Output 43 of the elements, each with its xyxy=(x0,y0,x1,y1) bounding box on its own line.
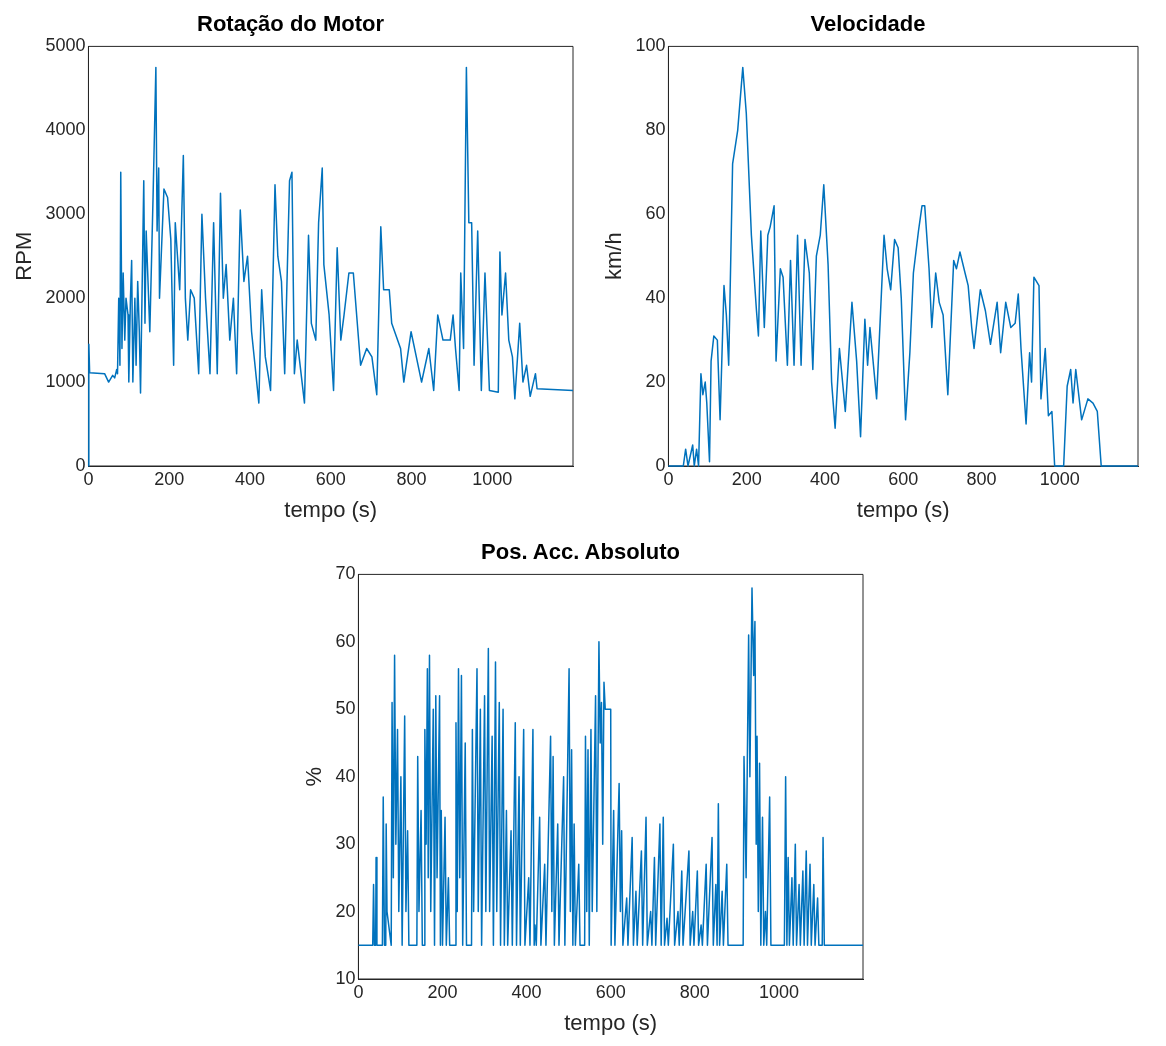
x-tick-label: 400 xyxy=(511,981,542,1002)
x-tick-label: 600 xyxy=(888,468,919,489)
x-tick-label: 1000 xyxy=(758,981,799,1002)
y-axis-title: RPM xyxy=(11,231,37,281)
x-tick-label: 200 xyxy=(154,468,185,489)
y-tick-label: 70 xyxy=(335,563,356,584)
x-axis-title: tempo (s) xyxy=(564,1009,658,1035)
y-tick-label: 4000 xyxy=(45,119,86,140)
y-axis-title: km/h xyxy=(601,232,627,281)
x-tick-label: 400 xyxy=(809,468,840,489)
x-tick-label: 1000 xyxy=(1039,468,1080,489)
y-tick-label: 3000 xyxy=(45,203,86,224)
x-tick-label: 600 xyxy=(595,981,626,1002)
y-tick-label: 10 xyxy=(335,967,356,988)
x-axis-title: tempo (s) xyxy=(856,496,950,522)
y-tick-label: 1000 xyxy=(45,371,86,392)
y-tick-label: 20 xyxy=(335,900,356,921)
y-tick-label: 20 xyxy=(645,371,666,392)
x-tick-label: 800 xyxy=(396,468,427,489)
x-tick-label: 200 xyxy=(427,981,458,1002)
x-axis-title: tempo (s) xyxy=(284,496,378,522)
x-tick-label: 1000 xyxy=(472,468,513,489)
x-tick-label: 400 xyxy=(234,468,265,489)
y-tick-label: 60 xyxy=(645,203,666,224)
x-tick-label: 600 xyxy=(315,468,346,489)
y-tick-label: 0 xyxy=(655,454,666,475)
y-axis-title: % xyxy=(301,766,327,787)
y-tick-label: 5000 xyxy=(45,35,86,56)
y-tick-label: 40 xyxy=(335,765,356,786)
chart-title: Velocidade xyxy=(810,11,926,37)
y-tick-label: 80 xyxy=(645,119,666,140)
chart-title: Pos. Acc. Absoluto xyxy=(481,539,680,565)
y-tick-label: 60 xyxy=(335,630,356,651)
x-tick-label: 800 xyxy=(966,468,997,489)
y-tick-label: 100 xyxy=(635,35,666,56)
y-tick-label: 30 xyxy=(335,833,356,854)
chart-title: Rotação do Motor xyxy=(197,11,385,37)
y-tick-label: 2000 xyxy=(45,287,86,308)
x-tick-label: 800 xyxy=(679,981,710,1002)
y-tick-label: 0 xyxy=(75,454,86,475)
y-tick-label: 40 xyxy=(645,287,666,308)
x-tick-label: 200 xyxy=(731,468,762,489)
y-tick-label: 50 xyxy=(335,698,356,719)
